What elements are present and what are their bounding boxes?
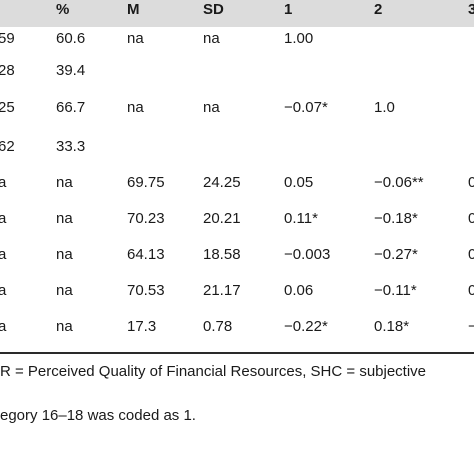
table-cell: na bbox=[56, 318, 73, 335]
column-header-2: M bbox=[127, 1, 140, 18]
table-cell: na bbox=[127, 30, 144, 47]
column-header-4: 1 bbox=[284, 1, 293, 18]
footnote-coding: egory 16–18 was coded as 1. bbox=[0, 407, 196, 424]
table-cell: 1.00 bbox=[284, 30, 314, 47]
table-cell: na bbox=[203, 99, 220, 116]
table-cell: 70.23 bbox=[127, 210, 165, 227]
table-cell: 18.58 bbox=[203, 246, 241, 263]
table-cell: 0.05 bbox=[284, 174, 314, 191]
table-cell: 21.17 bbox=[203, 282, 241, 299]
table-cell: 0.78 bbox=[203, 318, 233, 335]
table-cell: 66.7 bbox=[56, 99, 86, 116]
table-cell: 59 bbox=[0, 30, 15, 47]
table-header-band bbox=[0, 0, 474, 27]
table-cell: −0.11* bbox=[374, 282, 417, 299]
column-header-6: 3 bbox=[468, 1, 474, 18]
table-cell: 39.4 bbox=[56, 62, 86, 79]
table-cell: 60.6 bbox=[56, 30, 86, 47]
table-cell: 0 bbox=[468, 174, 474, 191]
footnote-abbreviations: R = Perceived Quality of Financial Resou… bbox=[0, 363, 427, 380]
table-cell: 0 bbox=[468, 246, 474, 263]
table-cell: 69.75 bbox=[127, 174, 165, 191]
column-header-5: 2 bbox=[374, 1, 383, 18]
table-cell: 0 bbox=[468, 210, 474, 227]
table-cell: −0.06** bbox=[374, 174, 424, 191]
table-cell: −0.18* bbox=[374, 210, 418, 227]
table-cell: 0.06 bbox=[284, 282, 314, 299]
table-cell: −0.22* bbox=[284, 318, 328, 335]
table-cell: a bbox=[0, 210, 7, 227]
column-header-3: SD bbox=[203, 1, 224, 18]
table-cell: na bbox=[56, 174, 73, 191]
table-cell: 28 bbox=[0, 62, 15, 79]
table-cell: 70.53 bbox=[127, 282, 165, 299]
table-cell: 1.0 bbox=[374, 99, 395, 116]
table-cell: 24.25 bbox=[203, 174, 241, 191]
table-cell: −0.07* bbox=[284, 99, 328, 116]
table-cell: na bbox=[56, 210, 73, 227]
table-cell: 62 bbox=[0, 138, 15, 155]
table-cell: −0.27* bbox=[374, 246, 418, 263]
table-cell: a bbox=[0, 318, 7, 335]
table-cell: 20.21 bbox=[203, 210, 241, 227]
table-bottom-rule bbox=[0, 352, 474, 354]
table-cell: na bbox=[127, 99, 144, 116]
table-cell: −0.003 bbox=[284, 246, 331, 263]
table-cell: 0 bbox=[468, 282, 474, 299]
table-cell: 64.13 bbox=[127, 246, 165, 263]
table-cell: na bbox=[203, 30, 220, 47]
table-cell: a bbox=[0, 246, 7, 263]
table-cell: − bbox=[468, 318, 474, 335]
table-cell: a bbox=[0, 174, 7, 191]
table-cell: 0.11* bbox=[284, 210, 318, 227]
table-cell: 25 bbox=[0, 99, 15, 116]
table-cell: na bbox=[56, 246, 73, 263]
table-cell: a bbox=[0, 282, 7, 299]
table-cell: 0.18* bbox=[374, 318, 410, 335]
table-cell: 33.3 bbox=[56, 138, 86, 155]
column-header-1: % bbox=[56, 1, 70, 18]
table-cell: 17.3 bbox=[127, 318, 157, 335]
table-cell: na bbox=[56, 282, 73, 299]
